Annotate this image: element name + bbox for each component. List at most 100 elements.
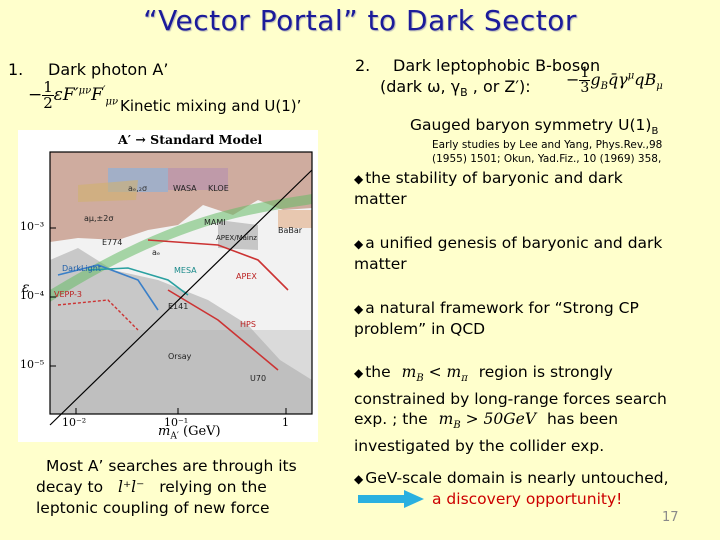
plot-frame (49, 151, 313, 415)
bullet-glyph-3: ◆ (354, 302, 364, 316)
rformula-rest: q̄γ (607, 70, 628, 89)
b-boson-heading-2-a: (dark ω, γ (380, 77, 461, 96)
exclusion-plot-svg (49, 151, 313, 426)
b4-pre: the (365, 363, 391, 381)
formula-tail-sub: μν (105, 96, 119, 108)
gauged-text: Gauged baryon symmetry U(1) (410, 116, 652, 134)
b4-line3-post: has been (546, 410, 619, 429)
discovery-opportunity: a discovery opportunity! (432, 490, 623, 508)
formula-tail-sup: ′ (102, 83, 106, 97)
caption-line-3: leptonic coupling of new force (36, 499, 270, 517)
label-ae: aₑ (152, 248, 161, 257)
bullet-glyph-4: ◆ (354, 366, 364, 380)
bullet-mass-constraints: ◆ the mB < mπ region is strongly constrai… (354, 362, 720, 456)
b-boson-heading-2: (dark ω, γB , or Z′): (380, 77, 531, 99)
formula-tail: F (91, 85, 103, 105)
label-e774: E774 (102, 238, 123, 247)
rformula-frac-den: 3 (580, 80, 590, 96)
formula-frac-num: 1 (42, 78, 54, 96)
bullet-3-line-2: problem” in QCD (354, 320, 486, 338)
bullet-gev-domain: ◆ GeV-scale domain is nearly untouched, (354, 468, 720, 489)
bullet-glyph-1: ◆ (354, 172, 364, 186)
page-number: 17 (662, 510, 679, 525)
caption-line-2: decay to l⁺l⁻ relying on the (36, 477, 267, 498)
bullet-stability: ◆ the stability of baryonic and dark matt… (354, 168, 714, 209)
b4-m2-sub: B (453, 420, 461, 432)
item-number-1: 1. (8, 60, 24, 79)
dark-photon-heading: Dark photon A’ (48, 60, 169, 79)
gauged-baryon-symmetry: Gauged baryon symmetry U(1)B (410, 116, 658, 137)
plot-ytick-3: 10⁻⁵ (20, 358, 45, 371)
rformula-rest2: qB (634, 70, 657, 89)
bullet-1-line-2: matter (354, 190, 407, 208)
aphx-curve (147, 239, 289, 291)
rformula-term-sub: B (600, 81, 608, 93)
gauged-sub: B (651, 126, 659, 138)
mami-region (218, 220, 258, 250)
exclusion-plot: A′ → Standard Model ε 10⁻³ 10⁻⁴ 10⁻⁵ 10⁻… (18, 130, 318, 442)
rformula-frac-num: 1 (579, 65, 591, 81)
b4-m2-op: > 50GeV (460, 410, 537, 429)
label-vepp: VEPP-3 (54, 290, 82, 299)
b-boson-heading-2-tail: , or Z′): (467, 77, 531, 96)
babar-region (278, 210, 312, 228)
slide-title: “Vector Portal” to Dark Sector (143, 4, 577, 37)
b4-line-2: constrained by long-range forces search (354, 390, 667, 409)
label-aphx: APEX (236, 272, 257, 281)
bullet-glyph-5: ◆ (354, 472, 364, 486)
b4-post: region is strongly (478, 363, 613, 381)
b4-line3-pre: exp. ; the (354, 410, 428, 429)
b-boson-heading-2-sub: B (460, 86, 468, 100)
plot-xtick-1: 10⁻² (62, 416, 87, 429)
plot-xlabel-m: m (158, 424, 171, 439)
vepp-curve (57, 299, 139, 331)
bullet-2-line-2: matter (354, 255, 407, 273)
plot-xlabel-sub: A′ (170, 431, 179, 442)
b4-line-4: investigated by the collider exp. (354, 437, 605, 456)
plot-ytick-2: 10⁻⁴ (20, 289, 45, 302)
item-number-2: 2. (355, 56, 371, 75)
plot-ylabel: ε (22, 280, 30, 296)
b4-m2: m (438, 410, 454, 429)
b4-m1-sub2: π (461, 373, 468, 385)
plot-header: A′ → Standard Model (118, 132, 263, 147)
bullet-2-line-1: a unified genesis of baryonic and dark (365, 234, 663, 252)
label-babar: BaBar (278, 226, 303, 235)
caption-line-1: Most A’ searches are through its (46, 457, 297, 475)
label-u70: U70 (250, 374, 267, 383)
label-ae-2sigma: aₑ,₂σ (128, 184, 148, 193)
bullet-strong-cp: ◆ a natural framework for “Strong CP prob… (354, 298, 714, 339)
label-mesa: MESA (174, 266, 197, 275)
plot-xlabel-unit: (GeV) (178, 424, 221, 439)
b4-math-2: mB > 50GeV (438, 410, 537, 432)
orsay-region (50, 330, 312, 414)
kinetic-mixing-label: Kinetic mixing and U(1)’ (120, 97, 302, 115)
rformula-rest-sup: μ (627, 70, 635, 82)
b4-math-1: mB < mπ (402, 363, 468, 385)
plot-ytick-1: 10⁻³ (20, 220, 45, 233)
amu-favored-band (50, 194, 312, 302)
amu-band (78, 180, 138, 202)
label-darklight: DarkLight (62, 264, 101, 273)
caption-math: l⁺l⁻ (118, 478, 145, 496)
kloe-region (168, 168, 228, 190)
label-kloe: KLOE (208, 184, 229, 193)
reference-line-2: (1955) 1501; Okun, Yad.Fiz., 10 (1969) 3… (432, 153, 662, 165)
plot-xtick-2: 10⁻¹ (164, 416, 189, 429)
formula-term: εF′ (53, 85, 79, 105)
b4-m1-op: < m (423, 363, 462, 381)
b-boson-heading-1: Dark leptophobic B-boson (393, 56, 601, 75)
caption-2b: relying on the (159, 478, 267, 496)
mesa-curve (87, 267, 189, 296)
label-apex-mainz: APEX/Mainz (216, 234, 257, 242)
reference-line-1: Early studies by Lee and Yang, Phys.Rev.… (432, 139, 663, 151)
rformula-rest2-sub: μ (656, 81, 663, 93)
caption-2a: decay to (36, 478, 104, 496)
hps-curve (167, 289, 279, 371)
label-e141: E141 (168, 302, 189, 311)
bullet-3-line-1: a natural framework for “Strong CP (365, 299, 639, 317)
plot-xlabel: mA′ (GeV) (158, 424, 221, 442)
label-amu-fav: aμ,±2σ (84, 214, 114, 223)
formula-frac-den: 2 (43, 94, 53, 112)
right-arrow-icon (358, 490, 424, 508)
